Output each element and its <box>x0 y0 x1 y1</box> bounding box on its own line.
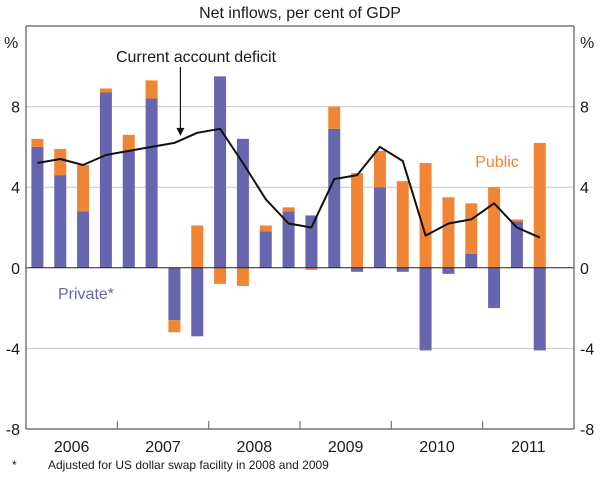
x-tick-labels: 2006 2007 2008 2009 2010 2011 <box>54 439 546 456</box>
bar-private <box>214 76 227 268</box>
y-tick-label: -8 <box>580 422 594 439</box>
y-tick-label: 8 <box>580 100 589 117</box>
bar-public <box>31 138 44 147</box>
bar-public <box>54 148 67 176</box>
bar-private <box>533 267 546 351</box>
x-tick-label: 2011 <box>511 439 546 456</box>
annotation-current-account-deficit: Current account deficit <box>116 49 277 66</box>
x-tick-label: 2008 <box>237 439 273 456</box>
bar-private <box>442 267 455 274</box>
bar-private <box>510 221 523 268</box>
bar-public <box>191 225 204 268</box>
bar-private <box>419 267 432 351</box>
bar-public <box>259 225 272 232</box>
line-series <box>37 127 541 239</box>
bar-public <box>465 203 478 254</box>
x-tick-label: 2010 <box>419 439 455 456</box>
bar-public <box>533 142 546 268</box>
bar-private <box>31 146 44 268</box>
y-tick-label: 8 <box>11 100 20 117</box>
x-ticks <box>116 421 484 429</box>
line-current-account-deficit <box>37 127 541 239</box>
bar-private <box>54 175 67 268</box>
annotation-public: Public <box>475 154 519 171</box>
annotation-arrow-icon <box>176 67 185 136</box>
y-tick-labels-right: -8 -4 0 4 8 <box>580 100 594 439</box>
y-axis-unit-right: % <box>580 35 594 52</box>
footnote: Adjusted for US dollar swap facility in … <box>48 458 329 472</box>
y-tick-labels-left: -8 -4 0 4 8 <box>6 100 20 439</box>
bar-public <box>510 219 523 222</box>
y-tick-label: 4 <box>11 180 20 197</box>
bar-private <box>351 267 364 272</box>
bar-public <box>122 134 135 151</box>
bar-private <box>259 231 272 268</box>
bar-private <box>373 187 386 268</box>
bar-private <box>328 128 341 268</box>
bar-public <box>442 197 455 268</box>
bar-private <box>77 211 90 268</box>
bar-public <box>236 267 249 286</box>
bar-public <box>77 165 90 212</box>
bar-public <box>282 207 295 212</box>
y-tick-label: -4 <box>580 341 594 358</box>
bar-public <box>328 106 341 129</box>
bar-private <box>465 253 478 268</box>
bar-private <box>99 92 112 268</box>
bar-public <box>214 267 227 284</box>
y-tick-label: -8 <box>6 422 20 439</box>
bar-public <box>99 88 112 93</box>
bar-private <box>396 267 409 272</box>
bar-private <box>122 150 135 268</box>
bar-private <box>282 211 295 268</box>
bars <box>31 76 546 351</box>
bar-private <box>191 267 204 337</box>
annotation-private: Private* <box>58 286 114 303</box>
bar-public <box>168 320 181 333</box>
footnote-marker: * <box>12 458 17 472</box>
bar-public <box>419 163 432 268</box>
y-tick-label: -4 <box>6 341 20 358</box>
bar-private <box>236 138 249 268</box>
bar-private <box>145 98 158 268</box>
bar-private <box>305 215 318 268</box>
y-tick-label: 0 <box>11 261 20 278</box>
y-axis-unit-left: % <box>4 35 18 52</box>
x-tick-label: 2007 <box>145 439 181 456</box>
y-tick-label: 0 <box>580 261 589 278</box>
arrow-head <box>176 127 185 136</box>
chart-title: Net inflows, per cent of GDP <box>199 5 401 22</box>
bar-public <box>145 80 158 99</box>
x-tick-label: 2009 <box>328 439 364 456</box>
x-tick-label: 2006 <box>54 439 90 456</box>
bar-public <box>351 173 364 268</box>
bar-public <box>488 187 501 268</box>
bar-public <box>373 150 386 188</box>
y-tick-label: 4 <box>580 180 589 197</box>
gridlines <box>26 106 574 349</box>
bar-private <box>488 267 501 309</box>
bar-public <box>305 267 318 270</box>
bar-public <box>396 181 409 268</box>
bar-private <box>168 267 181 321</box>
